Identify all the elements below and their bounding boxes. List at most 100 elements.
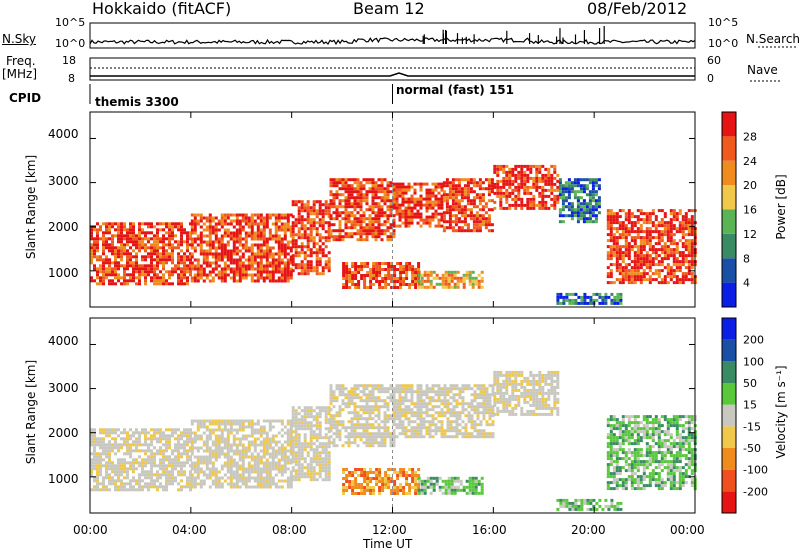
velocity-cell xyxy=(223,425,227,429)
power-cell xyxy=(303,206,307,210)
power-cell xyxy=(407,218,411,222)
power-cell xyxy=(410,206,414,210)
power-cell xyxy=(250,273,254,277)
velocity-cell xyxy=(353,438,357,442)
velocity-cell xyxy=(294,463,298,467)
power-cell xyxy=(636,269,640,273)
velocity-cell xyxy=(262,461,266,465)
power-cell xyxy=(165,282,168,286)
power-cell xyxy=(238,264,242,268)
power-cell xyxy=(335,196,339,200)
power-cell xyxy=(469,214,473,218)
power-cell xyxy=(417,279,421,283)
power-cell xyxy=(341,184,345,188)
power-cell xyxy=(365,208,369,212)
power-cell xyxy=(678,224,682,228)
power-cell xyxy=(386,217,390,221)
velocity-cell xyxy=(217,449,221,453)
velocity-cell xyxy=(377,387,381,391)
velocity-cell xyxy=(202,473,206,477)
velocity-cell xyxy=(196,419,200,423)
power-cell xyxy=(425,191,429,195)
power-cell xyxy=(235,222,239,226)
power-cell xyxy=(294,266,298,270)
velocity-cell xyxy=(226,455,230,459)
power-cell xyxy=(396,280,400,283)
velocity-cell xyxy=(306,463,310,467)
power-cell xyxy=(684,254,688,258)
power-cell xyxy=(609,224,613,228)
velocity-cell xyxy=(174,455,177,459)
power-cell xyxy=(186,243,189,247)
power-cell xyxy=(618,254,622,258)
velocity-cell xyxy=(365,444,369,448)
power-cell xyxy=(502,170,506,174)
power-cell xyxy=(567,208,571,212)
power-cell xyxy=(675,260,679,264)
power-cell xyxy=(690,227,694,231)
velocity-cell xyxy=(180,467,183,471)
power-cell xyxy=(162,228,165,232)
velocity-cell xyxy=(220,452,224,456)
velocity-cell xyxy=(211,482,215,486)
velocity-cell xyxy=(312,436,316,440)
power-cell xyxy=(413,188,417,192)
power-cell xyxy=(220,225,224,229)
velocity-cell xyxy=(235,443,239,447)
power-cell xyxy=(472,196,476,200)
velocity-cell xyxy=(117,458,120,462)
power-cell xyxy=(153,249,156,253)
power-cell xyxy=(180,231,183,235)
power-cell xyxy=(359,181,363,185)
power-cell xyxy=(350,211,354,215)
power-cell xyxy=(417,270,421,274)
velocity-cell xyxy=(324,415,328,419)
power-cell xyxy=(615,245,619,249)
power-cell xyxy=(466,190,470,194)
power-cell xyxy=(165,249,168,253)
velocity-cell xyxy=(186,437,189,441)
power-cell xyxy=(312,212,316,216)
power-cell xyxy=(404,185,408,189)
power-cell xyxy=(253,252,257,256)
power-cell xyxy=(639,212,643,216)
power-cell xyxy=(327,230,331,234)
power-cell xyxy=(303,227,307,231)
power-cell xyxy=(353,217,357,221)
velocity-cell xyxy=(171,428,174,432)
power-cell xyxy=(338,205,342,209)
power-cell xyxy=(523,188,527,192)
power-cell xyxy=(283,222,287,226)
velocity-cell xyxy=(129,467,132,471)
power-cell xyxy=(401,197,405,201)
power-cell xyxy=(291,257,295,261)
power-cell xyxy=(621,254,625,258)
power-cell xyxy=(156,240,159,244)
velocity-cell xyxy=(253,443,257,447)
power-cell xyxy=(445,178,449,182)
power-cell xyxy=(456,270,460,274)
power-cell xyxy=(387,268,391,271)
power-cell xyxy=(505,170,509,174)
velocity-cell xyxy=(168,461,171,465)
power-cell xyxy=(411,274,415,277)
velocity-cell xyxy=(226,449,230,453)
power-cell xyxy=(448,208,452,212)
power-cell xyxy=(398,209,402,213)
velocity-cell xyxy=(105,488,108,492)
power-cell xyxy=(211,276,215,280)
velocity-cell xyxy=(280,419,284,423)
power-cell xyxy=(289,228,293,232)
velocity-cell xyxy=(114,440,117,444)
velocity-cell xyxy=(189,470,192,474)
power-cell xyxy=(262,270,266,274)
velocity-cell xyxy=(368,393,372,397)
power-cell xyxy=(505,206,509,210)
velocity-cell xyxy=(253,467,257,471)
velocity-cell xyxy=(371,441,375,445)
power-cell xyxy=(211,225,215,229)
power-cell xyxy=(105,243,108,247)
velocity-cell xyxy=(344,435,348,439)
velocity-cell xyxy=(147,443,150,447)
power-cell xyxy=(259,267,263,271)
